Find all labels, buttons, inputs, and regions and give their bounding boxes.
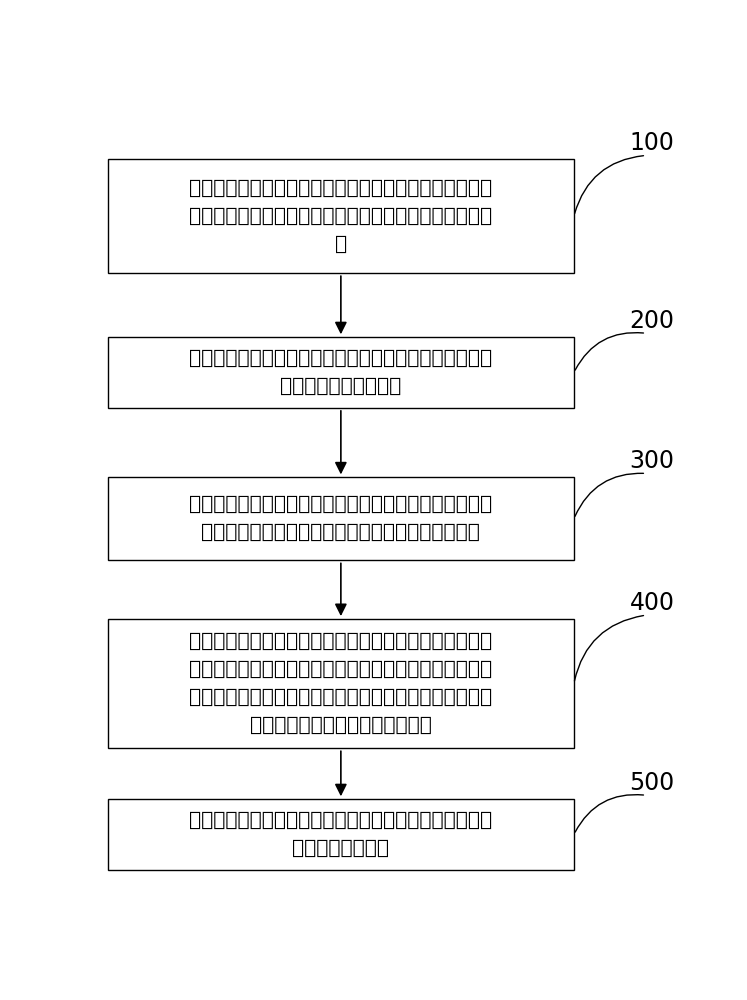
Text: 取种子块内初始场图值的分布曲线中的中间段数值作为种
子块内相应像素的场图值最终解，以种子块内每一个像素
的场图值最终解为初始值、利用局部增长方法估计上述原
始图: 取种子块内初始场图值的分布曲线中的中间段数值作为种 子块内相应像素的场图值最终解…: [189, 632, 492, 735]
Text: 500: 500: [630, 771, 675, 795]
FancyBboxPatch shape: [108, 477, 574, 560]
Text: 200: 200: [630, 309, 675, 333]
FancyBboxPatch shape: [108, 799, 574, 870]
FancyBboxPatch shape: [108, 619, 574, 748]
Text: 基于每一个子块中初始场图值的分布曲线，选择初始场图
值的分布曲线为三段式结构对应的子块，作为种子块: 基于每一个子块中初始场图值的分布曲线，选择初始场图 值的分布曲线为三段式结构对应…: [189, 495, 492, 542]
Text: 100: 100: [630, 131, 675, 155]
Text: 400: 400: [630, 591, 675, 615]
Text: 将场图进行分块处理，获得多个子块，生成每一个子块中
初始场图值的分布曲线: 将场图进行分块处理，获得多个子块，生成每一个子块中 初始场图值的分布曲线: [189, 349, 492, 396]
FancyBboxPatch shape: [108, 159, 574, 273]
Text: 根据上述原始图像中每个像素的场图值最终解，获得水的
图像和脂肪的图像: 根据上述原始图像中每个像素的场图值最终解，获得水的 图像和脂肪的图像: [189, 811, 492, 858]
Text: 300: 300: [630, 449, 675, 473]
Text: 基于磁共振成像获得的原始图像，估计原始图像中每个像
素的场图值，获得每个像素的初始场图值，生成相应的场
图: 基于磁共振成像获得的原始图像，估计原始图像中每个像 素的场图值，获得每个像素的初…: [189, 179, 492, 254]
FancyBboxPatch shape: [108, 337, 574, 408]
